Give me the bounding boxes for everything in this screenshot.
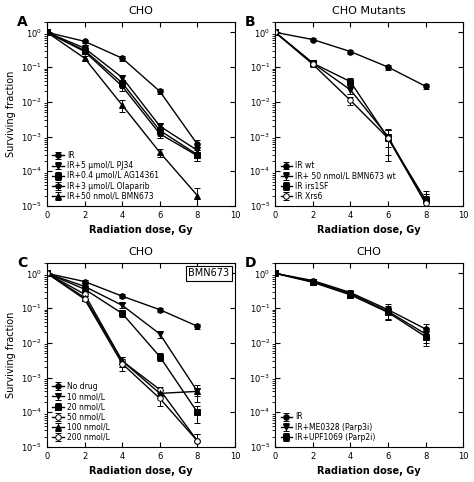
Title: CHO: CHO xyxy=(128,6,154,15)
X-axis label: Radiation dose, Gy: Radiation dose, Gy xyxy=(89,467,193,476)
Title: CHO: CHO xyxy=(128,247,154,256)
Text: C: C xyxy=(17,255,27,269)
Text: B: B xyxy=(245,14,256,28)
X-axis label: Radiation dose, Gy: Radiation dose, Gy xyxy=(318,226,421,235)
Legend: IR, IR+5 μmol/L PJ34, IR+0.4 μmol/L AG14361, IR+3 μmol/L Olaparib, IR+50 nmol/L : IR, IR+5 μmol/L PJ34, IR+0.4 μmol/L AG14… xyxy=(51,149,160,202)
Title: CHO Mutants: CHO Mutants xyxy=(332,6,406,15)
Legend: IR wt, IR+ 50 nmol/L BMN673 wt, IR irs1SF, IR Xrs6: IR wt, IR+ 50 nmol/L BMN673 wt, IR irs1S… xyxy=(279,160,397,202)
Y-axis label: Surviving fraction: Surviving fraction xyxy=(6,312,16,398)
Legend: No drug, 10 nmol/L, 20 nmol/L, 50 nmol/L, 100 nmol/L, 200 nmol/L: No drug, 10 nmol/L, 20 nmol/L, 50 nmol/L… xyxy=(51,380,111,443)
Text: D: D xyxy=(245,255,257,269)
X-axis label: Radiation dose, Gy: Radiation dose, Gy xyxy=(318,467,421,476)
X-axis label: Radiation dose, Gy: Radiation dose, Gy xyxy=(89,226,193,235)
Legend: IR, IR+ME0328 (Parp3i), IR+UPF1069 (Parp2i): IR, IR+ME0328 (Parp3i), IR+UPF1069 (Parp… xyxy=(279,411,377,443)
Y-axis label: Surviving fraction: Surviving fraction xyxy=(6,71,16,157)
Title: CHO: CHO xyxy=(357,247,382,256)
Text: A: A xyxy=(17,14,28,28)
Text: BMN673: BMN673 xyxy=(188,268,229,279)
